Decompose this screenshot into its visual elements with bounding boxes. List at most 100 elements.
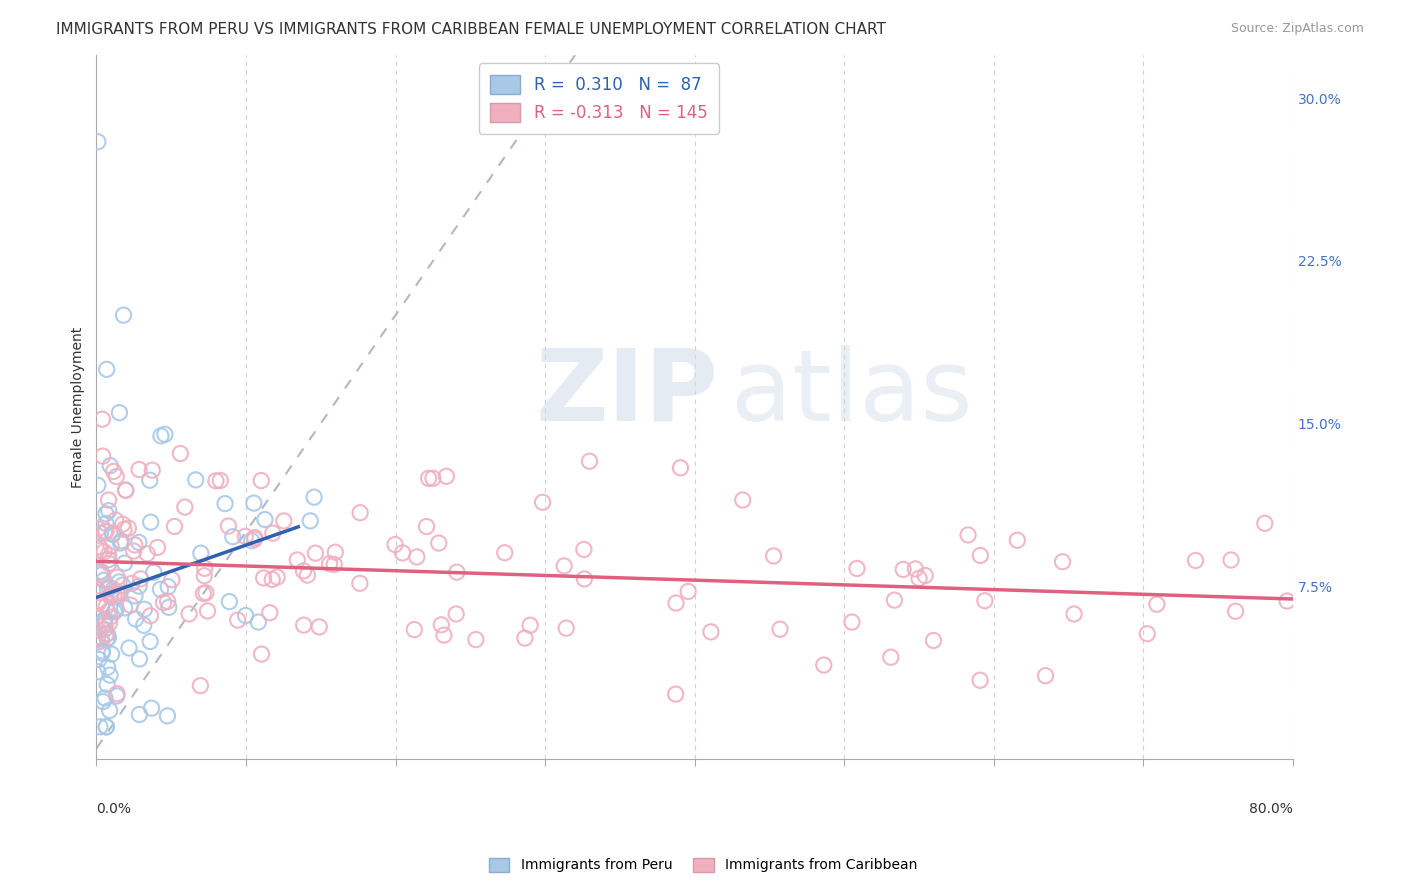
Point bbox=[163, 519, 186, 533]
Point bbox=[222, 530, 245, 544]
Point bbox=[1254, 516, 1277, 531]
Point bbox=[250, 474, 273, 488]
Point bbox=[169, 446, 191, 460]
Point bbox=[1007, 533, 1029, 548]
Point bbox=[731, 493, 754, 508]
Point bbox=[240, 533, 263, 548]
Point bbox=[90, 632, 112, 646]
Point bbox=[323, 545, 346, 559]
Point bbox=[152, 595, 174, 609]
Point bbox=[98, 610, 121, 624]
Point bbox=[156, 594, 179, 608]
Point bbox=[190, 546, 212, 560]
Point bbox=[87, 630, 110, 644]
Point bbox=[813, 658, 835, 673]
Point bbox=[96, 362, 118, 376]
Point bbox=[124, 538, 146, 552]
Point bbox=[197, 604, 219, 618]
Point bbox=[391, 546, 413, 560]
Point bbox=[105, 585, 128, 599]
Point bbox=[93, 545, 115, 559]
Text: IMMIGRANTS FROM PERU VS IMMIGRANTS FROM CARIBBEAN FEMALE UNEMPLOYMENT CORRELATIO: IMMIGRANTS FROM PERU VS IMMIGRANTS FROM … bbox=[56, 22, 886, 37]
Point bbox=[446, 565, 468, 579]
Point bbox=[494, 546, 516, 560]
Point bbox=[184, 473, 207, 487]
Point bbox=[153, 427, 176, 442]
Point bbox=[121, 576, 143, 591]
Point bbox=[193, 586, 215, 600]
Point bbox=[98, 458, 121, 473]
Point bbox=[100, 539, 122, 553]
Point bbox=[266, 570, 288, 584]
Point bbox=[1275, 594, 1298, 608]
Point bbox=[94, 627, 117, 641]
Point bbox=[105, 601, 128, 615]
Point bbox=[846, 561, 869, 575]
Point bbox=[103, 588, 125, 602]
Point bbox=[97, 557, 120, 571]
Point bbox=[101, 526, 124, 541]
Point bbox=[349, 506, 371, 520]
Point bbox=[93, 573, 115, 587]
Point bbox=[91, 644, 114, 658]
Point bbox=[427, 536, 450, 550]
Point bbox=[218, 594, 240, 608]
Point bbox=[217, 519, 239, 533]
Point bbox=[89, 593, 111, 607]
Point bbox=[128, 462, 150, 476]
Point bbox=[108, 586, 131, 600]
Point bbox=[205, 474, 228, 488]
Point bbox=[110, 533, 132, 548]
Point bbox=[100, 588, 122, 602]
Point bbox=[91, 695, 114, 709]
Point bbox=[112, 522, 135, 536]
Point bbox=[1225, 604, 1247, 618]
Point bbox=[142, 566, 165, 580]
Point bbox=[93, 613, 115, 627]
Point bbox=[117, 521, 139, 535]
Point bbox=[769, 622, 792, 636]
Point bbox=[349, 576, 371, 591]
Point bbox=[243, 496, 266, 510]
Point bbox=[87, 609, 110, 624]
Point bbox=[87, 135, 110, 149]
Point bbox=[104, 513, 127, 527]
Point bbox=[128, 579, 150, 593]
Point bbox=[762, 549, 785, 563]
Point bbox=[87, 665, 110, 679]
Point bbox=[103, 582, 125, 597]
Point bbox=[96, 582, 118, 596]
Point bbox=[96, 720, 118, 734]
Point bbox=[193, 568, 215, 582]
Point bbox=[226, 613, 249, 627]
Point bbox=[157, 600, 180, 615]
Point bbox=[104, 603, 127, 617]
Text: atlas: atlas bbox=[731, 344, 972, 442]
Point bbox=[129, 572, 152, 586]
Point bbox=[253, 571, 276, 585]
Point bbox=[273, 514, 295, 528]
Point bbox=[233, 529, 256, 543]
Point bbox=[96, 599, 118, 614]
Point bbox=[87, 583, 110, 598]
Point bbox=[89, 543, 111, 558]
Point bbox=[323, 558, 346, 572]
Point bbox=[891, 562, 914, 576]
Point bbox=[243, 533, 266, 547]
Point bbox=[89, 720, 111, 734]
Point bbox=[139, 608, 162, 623]
Point bbox=[555, 621, 578, 635]
Point bbox=[110, 536, 132, 550]
Point bbox=[1184, 553, 1206, 567]
Point bbox=[665, 687, 688, 701]
Point bbox=[94, 618, 117, 632]
Point bbox=[259, 606, 281, 620]
Point bbox=[87, 597, 110, 611]
Point bbox=[101, 527, 124, 541]
Point bbox=[665, 596, 688, 610]
Point bbox=[1063, 607, 1085, 621]
Point bbox=[112, 308, 135, 322]
Point bbox=[98, 615, 121, 630]
Point bbox=[87, 585, 110, 599]
Text: ZIP: ZIP bbox=[536, 344, 718, 442]
